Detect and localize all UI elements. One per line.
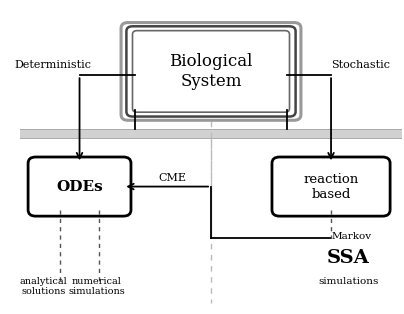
FancyBboxPatch shape	[28, 157, 131, 216]
Text: SSA: SSA	[327, 249, 370, 267]
Text: Deterministic: Deterministic	[14, 60, 91, 70]
Text: reaction
based: reaction based	[303, 173, 359, 201]
FancyBboxPatch shape	[133, 31, 290, 112]
Text: Markov: Markov	[331, 232, 371, 241]
Text: CME: CME	[158, 173, 186, 183]
FancyBboxPatch shape	[272, 157, 390, 216]
Text: ODEs: ODEs	[56, 180, 103, 193]
Text: Stochastic: Stochastic	[331, 60, 390, 70]
Text: analytical
solutions: analytical solutions	[19, 277, 67, 296]
Text: numerical
simulations: numerical simulations	[68, 277, 125, 296]
Bar	[21, 129, 402, 138]
FancyBboxPatch shape	[121, 23, 301, 120]
FancyBboxPatch shape	[126, 26, 296, 116]
Text: simulations: simulations	[318, 277, 379, 286]
Text: Biological
System: Biological System	[169, 53, 252, 90]
